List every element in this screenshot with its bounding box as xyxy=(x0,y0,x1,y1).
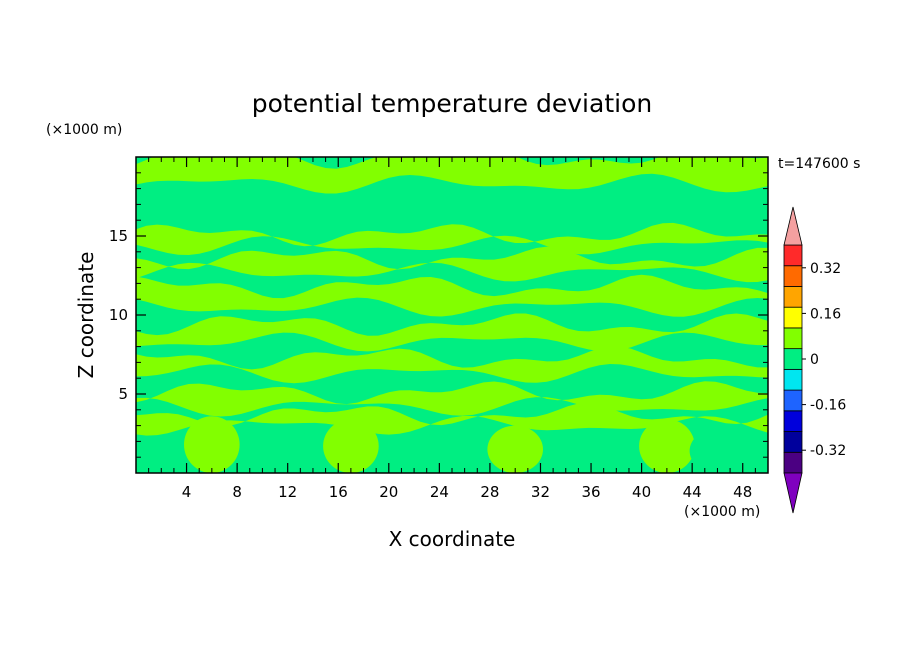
colorbar-swatch xyxy=(783,451,803,474)
colorbar-swatch xyxy=(783,431,803,453)
x-tick-label: 12 xyxy=(278,483,297,501)
chart-title: potential temperature deviation xyxy=(252,89,652,118)
field-band-positive xyxy=(136,246,768,283)
contour-field xyxy=(136,157,768,473)
colorbar-tick-label: 0.32 xyxy=(810,261,841,277)
y-tick-label: 15 xyxy=(109,227,128,245)
colorbar-swatch xyxy=(783,306,803,329)
field-plume xyxy=(550,432,607,473)
field-band-positive xyxy=(136,222,768,255)
field-plume xyxy=(259,428,316,473)
x-axis-label: X coordinate xyxy=(389,527,516,551)
x-tick-label: 32 xyxy=(531,483,550,501)
y-unit-label: (×1000 m) xyxy=(46,122,122,138)
field-band-positive xyxy=(136,313,768,352)
x-tick-label: 4 xyxy=(182,483,192,501)
x-unit-label: (×1000 m) xyxy=(684,504,760,520)
y-tick-label: 10 xyxy=(109,306,128,324)
x-tick-label: 20 xyxy=(379,483,398,501)
colorbar-tick-label: 0 xyxy=(810,352,819,368)
colorbar-over-triangle xyxy=(783,206,803,246)
colorbar-tick-label: -0.16 xyxy=(810,398,846,414)
x-tick-label: 36 xyxy=(581,483,600,501)
colorbar-swatch xyxy=(783,327,803,350)
y-tick-label: 5 xyxy=(118,385,128,403)
field-plume xyxy=(639,419,695,473)
field-band-positive xyxy=(136,274,768,317)
colorbar-swatch xyxy=(783,348,803,370)
field-plume xyxy=(323,419,379,473)
field-plume xyxy=(487,425,543,473)
colorbar-swatch xyxy=(783,286,803,308)
x-tick-label: 48 xyxy=(733,483,752,501)
colorbar-swatch xyxy=(783,389,803,412)
field-band-positive xyxy=(136,381,768,417)
y-axis-label: Z coordinate xyxy=(74,252,98,379)
colorbar: 0.32 0.16 0 -0.16 -0.32 xyxy=(783,206,846,514)
field-band-positive xyxy=(136,402,768,436)
colorbar-tick-label: -0.32 xyxy=(810,443,846,459)
x-tick-label: 8 xyxy=(232,483,242,501)
colorbar-under-triangle xyxy=(783,472,803,514)
x-tick-label: 40 xyxy=(632,483,651,501)
field-plume xyxy=(184,416,240,473)
x-tick-label: 44 xyxy=(683,483,702,501)
field-band-positive xyxy=(136,346,768,384)
time-label: t=147600 s xyxy=(778,156,860,172)
colorbar-swatch xyxy=(783,410,803,432)
x-tick-label: 16 xyxy=(329,483,348,501)
colorbar-tick-label: 0.16 xyxy=(810,306,841,322)
field-plume xyxy=(689,428,746,473)
colorbar-swatch xyxy=(783,265,803,287)
colorbar-swatch xyxy=(783,368,803,391)
x-axis-ticks: 4 8 12 16 20 24 28 32 36 40 44 48 xyxy=(148,157,756,501)
x-tick-label: 28 xyxy=(480,483,499,501)
field-plume xyxy=(398,433,455,473)
colorbar-swatch xyxy=(783,244,803,267)
x-tick-label: 24 xyxy=(430,483,449,501)
y-axis-ticks: 5 10 15 xyxy=(109,172,768,458)
field-band-positive xyxy=(136,157,768,194)
